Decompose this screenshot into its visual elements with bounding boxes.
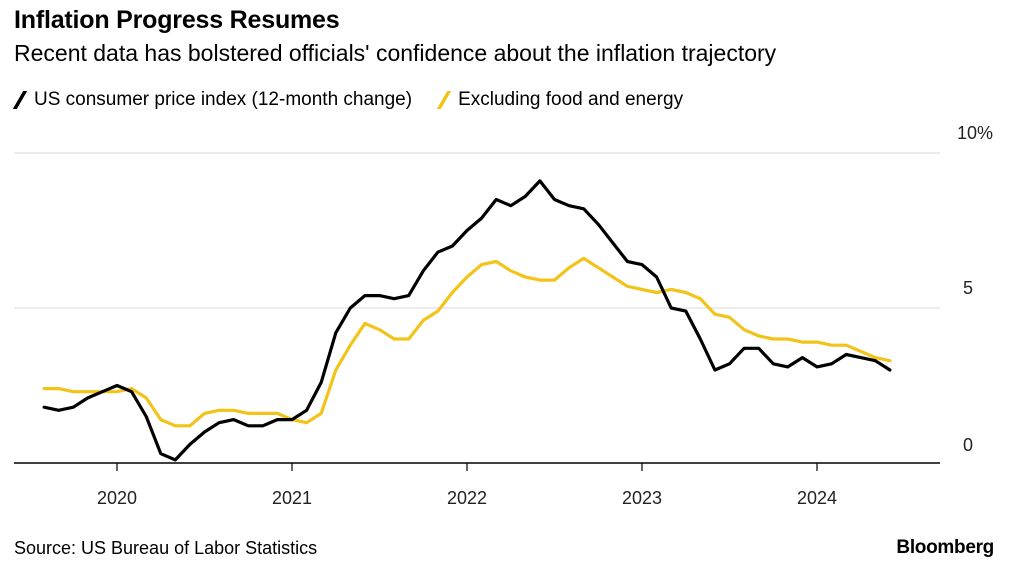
y-axis-ticks: 10% 5 0	[957, 123, 993, 455]
series-line-cpi	[42, 179, 892, 462]
legend-label-core: Excluding food and energy	[458, 89, 684, 110]
gridlines	[14, 152, 940, 309]
series-lines	[42, 179, 892, 462]
x-tick-label: 2023	[622, 488, 662, 508]
y-tick-label: 0	[963, 435, 973, 455]
source-note: Source: US Bureau of Labor Statistics	[14, 538, 318, 558]
legend: US consumer price index (12-month change…	[12, 89, 709, 111]
x-axis: 2020 2021 2022 2023 2024	[14, 462, 940, 508]
x-tick-label: 2022	[447, 488, 487, 508]
x-tick-label: 2021	[272, 488, 312, 508]
legend-item-cpi: US consumer price index (12-month change…	[12, 89, 413, 111]
chart-subtitle: Recent data has bolstered officials' con…	[14, 40, 777, 66]
x-tick-label: 2024	[797, 488, 837, 508]
y-tick-label: 5	[963, 278, 973, 298]
legend-label-cpi: US consumer price index (12-month change…	[34, 89, 413, 110]
x-tick-label: 2020	[97, 488, 137, 508]
series-line-core	[42, 256, 892, 428]
legend-item-core: Excluding food and energy	[436, 89, 684, 111]
bloomberg-logo: Bloomberg	[896, 537, 994, 558]
chart-title: Inflation Progress Resumes	[14, 6, 340, 34]
y-tick-label: 10%	[957, 123, 993, 143]
